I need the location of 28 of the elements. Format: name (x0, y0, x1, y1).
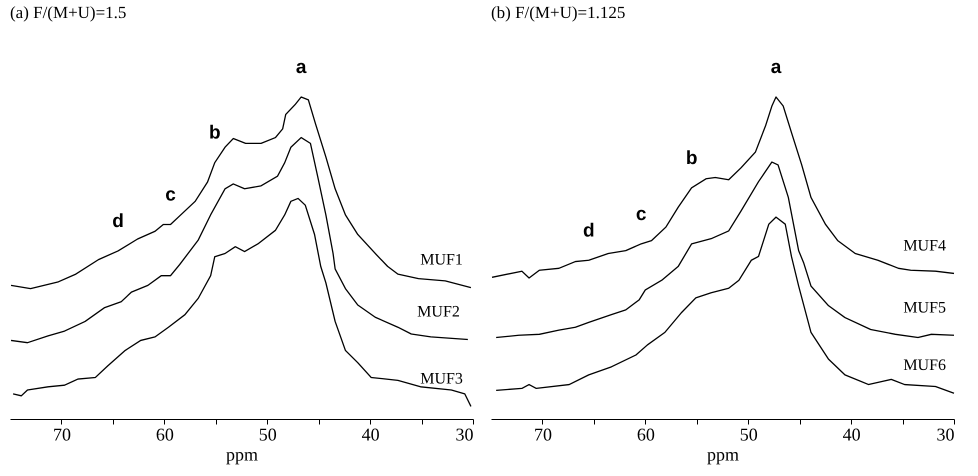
x-tick-label: 50 (740, 424, 758, 444)
annotation: b (208, 122, 221, 144)
series-label: MUF3 (420, 370, 463, 388)
annotation: d (582, 220, 595, 242)
x-tick-label: 60 (636, 424, 655, 444)
annotation: b (686, 148, 698, 169)
x-tick-label: 30 (936, 424, 954, 444)
x-tick-label: 60 (156, 424, 174, 444)
x-tick-label: 30 (456, 424, 474, 444)
annotation: d (112, 210, 124, 232)
annotation: a (296, 57, 307, 78)
x-tick-label: 40 (362, 424, 380, 444)
series-label: MUF5 (903, 299, 946, 316)
x-axis-title: ppm (706, 444, 740, 464)
x-axis-title: ppm (226, 444, 258, 464)
annotation: c (165, 184, 176, 206)
series-label: MUF6 (903, 357, 946, 374)
series-label: MUF1 (420, 252, 463, 269)
x-tick-label: 70 (534, 424, 552, 444)
chart-title: (b) F/(M+U)=1.125 (491, 3, 626, 22)
series-label: MUF2 (417, 303, 460, 320)
x-tick-label: 50 (258, 424, 277, 444)
x-tick-label: 70 (52, 424, 71, 444)
chart-title: (a) F/(M+U)=1.5 (10, 3, 126, 22)
x-tick-label: 40 (842, 424, 861, 444)
annotation: c (636, 204, 647, 225)
annotation: a (770, 57, 782, 78)
series-label: MUF4 (903, 237, 946, 254)
